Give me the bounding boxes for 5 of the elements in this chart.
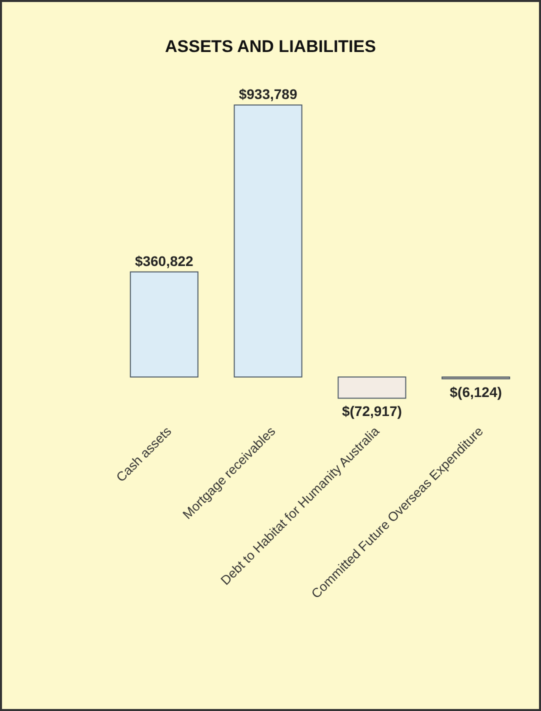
data-label: $(72,917) [342, 403, 402, 420]
data-label: $360,822 [134, 252, 194, 269]
chart-title: ASSETS AND LIABILITIES [165, 37, 376, 56]
data-label: $933,789 [238, 86, 298, 102]
data-label: $(6,124) [450, 384, 502, 400]
